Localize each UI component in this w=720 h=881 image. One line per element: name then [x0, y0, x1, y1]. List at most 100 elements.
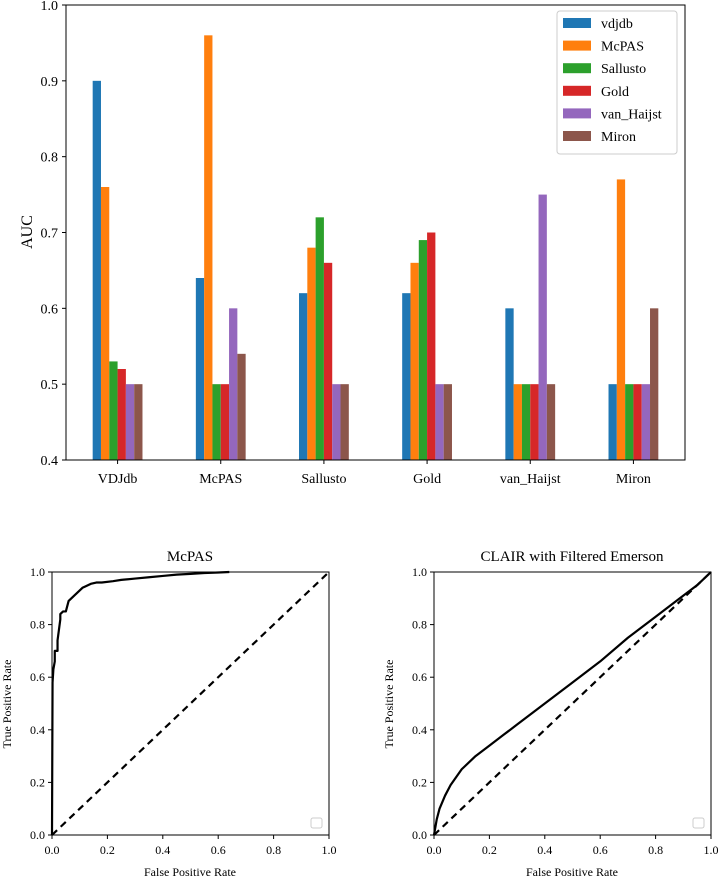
bar-McPAS-vdjdb — [195, 278, 205, 460]
roc-clair-title: CLAIR with Filtered Emerson — [481, 549, 664, 565]
y-tick-label: 0.8 — [30, 618, 45, 632]
bar-legend: vdjdb McPAS Sallusto Gold van_Haijst Miron — [556, 10, 678, 155]
bar-McPAS-Miron — [237, 353, 246, 460]
bar-Sallusto-Gold — [323, 262, 333, 460]
x-tick-label: 0.4 — [155, 843, 170, 857]
roc-clair-chart: CLAIR with Filtered Emerson 0.0 0.2 0.4 0.6… — [382, 549, 719, 879]
bar-VDJdb-Miron — [134, 384, 143, 460]
x-tick-label: 1.0 — [322, 843, 337, 857]
legend-label: Sallusto — [601, 62, 646, 77]
bar-Miron-vdjdb — [608, 384, 617, 460]
bar-Miron-Sallusto — [625, 384, 634, 460]
bar-Miron-McPAS — [616, 179, 626, 461]
legend-swatch-McPAS — [563, 40, 591, 51]
bar-van_Haijst-Gold — [530, 384, 539, 460]
x-tick-label: 0.0 — [427, 843, 442, 857]
bar-McPAS-Sallusto — [212, 384, 221, 460]
bar-Gold-McPAS — [410, 262, 419, 460]
roc-mcpas-frame — [51, 571, 330, 836]
roc-clair-y-axis: 0.0 0.2 0.4 0.6 0.8 1.0 — [412, 565, 434, 842]
chance-diagonal-line — [433, 571, 712, 836]
roc-clair-x-axis: 0.0 0.2 0.4 0.6 0.8 1.0 — [427, 835, 719, 857]
bar-Sallusto-Miron — [340, 384, 349, 460]
legend-label: vdjdb — [601, 17, 633, 32]
roc-mcpas-chart: McPAS 0.0 0.2 0.4 0.6 0.8 1.0 0.0 0.2 0.4 0.6 0.8… — [0, 549, 337, 879]
bar-McPAS-McPAS — [204, 35, 213, 460]
bar-van_Haijst-Miron — [546, 384, 556, 460]
x-tick-label: 0.2 — [100, 843, 115, 857]
roc-mcpas-title: McPAS — [167, 549, 213, 565]
y-tick-label: 0.6 — [41, 302, 59, 317]
bar-Miron-Gold — [633, 384, 642, 460]
y-tick-label: 0.8 — [41, 151, 59, 166]
bar-McPAS-Gold — [220, 384, 230, 460]
bar-y-axis-label: AUC — [19, 215, 36, 249]
x-tick-label: VDJdb — [98, 472, 138, 487]
x-tick-label: 0.6 — [211, 843, 226, 857]
auc-bar-chart: 0.4 0.5 0.6 0.7 0.8 0.9 1.0 VDJdb McPAS Sallusto… — [19, 0, 686, 487]
roc-mcpas-y-axis: 0.0 0.2 0.4 0.6 0.8 1.0 — [30, 565, 52, 842]
legend-label: Miron — [601, 130, 636, 145]
y-tick-label: 1.0 — [412, 565, 427, 579]
legend-swatch-Sallusto — [563, 63, 591, 74]
legend-swatch-Gold — [563, 85, 591, 96]
legend-label: Gold — [601, 85, 629, 100]
bar-van_Haijst-McPAS — [513, 384, 522, 460]
bar-series-group — [92, 35, 659, 461]
x-tick-label: 0.2 — [482, 843, 497, 857]
bar-Gold-Sallusto — [418, 240, 428, 460]
legend-swatch-vdjdb — [563, 18, 591, 28]
bar-van_Haijst-Sallusto — [521, 384, 531, 460]
bar-Gold-van_Haijst — [435, 384, 444, 460]
bar-VDJdb-McPAS — [100, 187, 110, 460]
x-tick-label: Miron — [616, 472, 651, 487]
y-tick-label: 1.0 — [41, 0, 59, 14]
y-tick-label: 0.4 — [30, 723, 45, 737]
roc-mcpas-empty-legend — [310, 817, 323, 829]
roc-clair-x-label: False Positive Rate — [526, 865, 618, 879]
y-tick-label: 0.7 — [41, 227, 59, 242]
x-tick-label: 1.0 — [704, 843, 719, 857]
bar-VDJdb-van_Haijst — [125, 384, 135, 460]
y-tick-label: 0.0 — [30, 828, 45, 842]
x-tick-label: 0.0 — [45, 843, 60, 857]
y-tick-label: 0.4 — [41, 454, 59, 469]
roc-clair-empty-legend — [692, 817, 705, 829]
legend-swatch-van_Haijst — [563, 108, 591, 119]
y-tick-label: 1.0 — [30, 565, 45, 579]
roc-mcpas-x-axis: 0.0 0.2 0.4 0.6 0.8 1.0 — [45, 835, 337, 857]
x-tick-label: Gold — [413, 472, 441, 487]
x-tick-label: van_Haijst — [500, 472, 561, 487]
legend-label: van_Haijst — [601, 107, 662, 122]
bar-x-axis: VDJdb McPAS Sallusto Gold van_Haijst Miron — [98, 460, 651, 487]
bar-VDJdb-Gold — [117, 369, 126, 460]
roc-mcpas-curves — [50, 570, 330, 836]
x-tick-label: 0.8 — [266, 843, 281, 857]
x-tick-label: 0.6 — [593, 843, 608, 857]
bar-Sallusto-Sallusto — [315, 217, 324, 460]
y-tick-label: 0.8 — [412, 618, 427, 632]
roc-mcpas-y-label: True Positive Rate — [0, 660, 14, 749]
y-tick-label: 0.0 — [412, 828, 427, 842]
y-tick-label: 0.5 — [41, 378, 59, 393]
roc-curve-line — [432, 571, 712, 836]
y-tick-label: 0.2 — [412, 775, 427, 789]
legend-label: McPAS — [601, 40, 644, 55]
roc-curve-line — [50, 570, 230, 836]
roc-clair-y-label: True Positive Rate — [382, 660, 396, 749]
y-tick-label: 0.6 — [30, 670, 45, 684]
bar-van_Haijst-vdjdb — [505, 308, 514, 460]
x-tick-label: Sallusto — [301, 472, 346, 487]
bar-VDJdb-Sallusto — [109, 361, 118, 460]
bar-van_Haijst-van_Haijst — [538, 194, 547, 460]
chance-diagonal-line — [51, 571, 330, 836]
bar-Sallusto-vdjdb — [299, 293, 308, 460]
bar-Gold-Miron — [443, 384, 452, 460]
bar-Gold-vdjdb — [402, 293, 411, 460]
bar-VDJdb-vdjdb — [92, 80, 101, 460]
bar-Sallusto-van_Haijst — [332, 384, 341, 460]
x-tick-label: 0.8 — [648, 843, 663, 857]
bar-Sallusto-McPAS — [307, 247, 316, 460]
x-tick-label: McPAS — [199, 472, 242, 487]
